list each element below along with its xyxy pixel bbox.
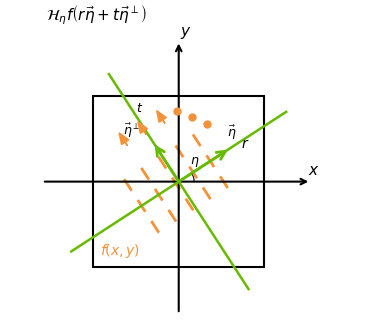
Text: $\vec{\eta}$: $\vec{\eta}$ — [227, 124, 237, 142]
Text: $f(x,y)$: $f(x,y)$ — [100, 242, 140, 260]
Text: $t$: $t$ — [136, 101, 143, 115]
Text: $\eta$: $\eta$ — [190, 155, 199, 169]
FancyArrow shape — [138, 122, 147, 134]
Text: $\vec{\eta}^\perp$: $\vec{\eta}^\perp$ — [123, 121, 141, 140]
Text: $r$: $r$ — [242, 137, 250, 151]
Text: $\mathcal{H}_\eta f\left(r\vec{\eta} + t\vec{\eta}^\perp\right)$: $\mathcal{H}_\eta f\left(r\vec{\eta} + t… — [46, 3, 147, 27]
FancyArrow shape — [119, 133, 129, 146]
FancyArrow shape — [157, 110, 166, 123]
Text: $y$: $y$ — [180, 25, 191, 41]
Text: $x$: $x$ — [308, 163, 320, 178]
